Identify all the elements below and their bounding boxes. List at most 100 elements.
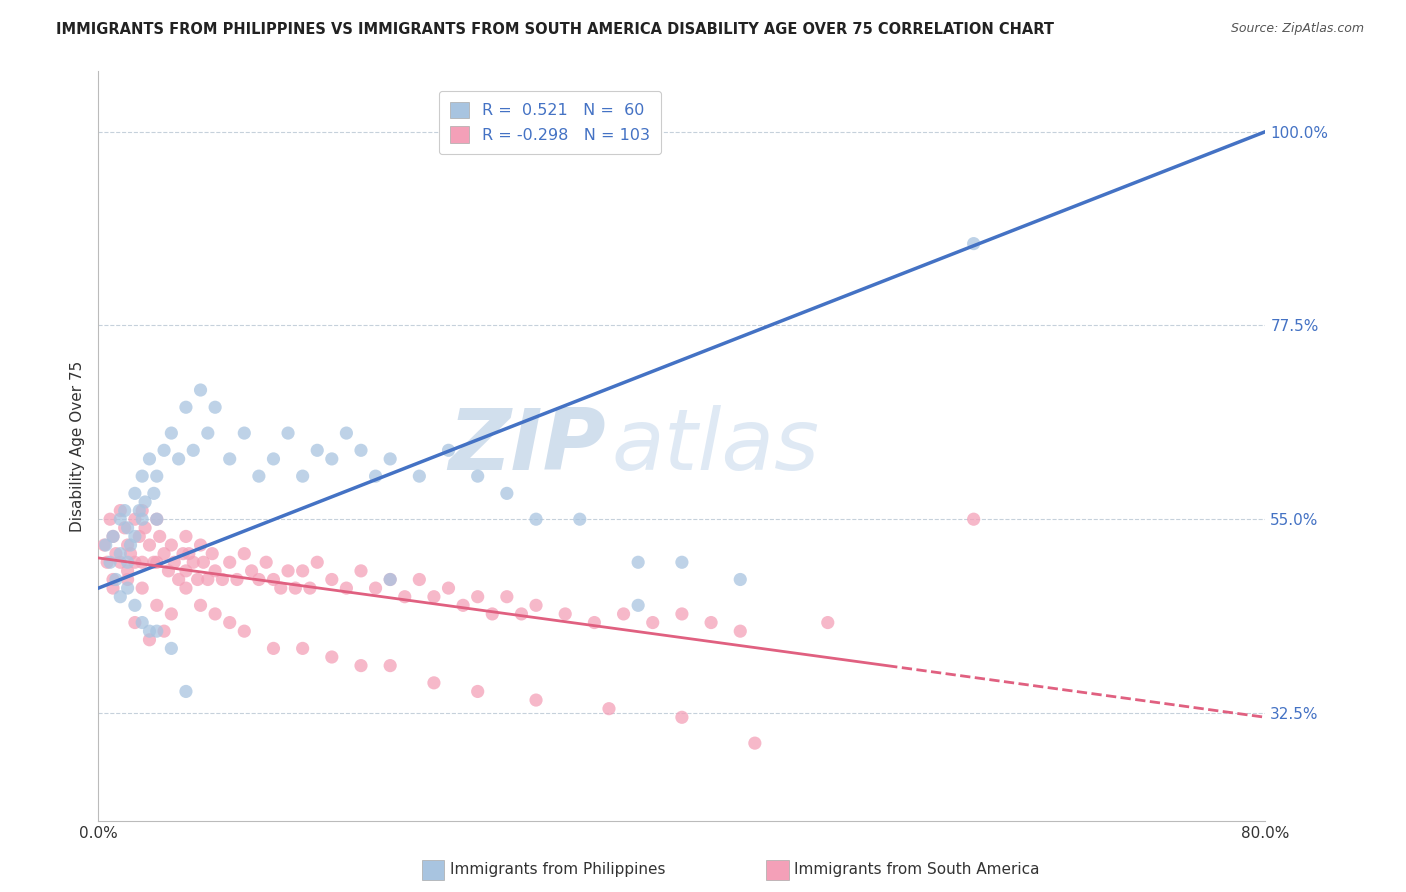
Point (671, 710, 693, 724)
Text: ZIP: ZIP (449, 404, 606, 488)
Point (408, 469, 430, 483)
Point (190, 599, 212, 613)
Point (110, 555, 132, 569)
Point (181, 555, 204, 569)
Point (307, 443, 329, 458)
Point (131, 581, 153, 595)
Point (177, 547, 200, 561)
Point (321, 573, 343, 587)
Point (172, 547, 194, 561)
Point (124, 512, 146, 526)
Text: Source: ZipAtlas.com: Source: ZipAtlas.com (1230, 22, 1364, 36)
Point (394, 590, 416, 604)
Point (149, 529, 172, 543)
Point (380, 573, 402, 587)
Point (481, 607, 503, 621)
Point (138, 632, 160, 647)
Point (98, 555, 121, 569)
Point (583, 615, 606, 630)
Point (598, 701, 620, 715)
Point (110, 503, 132, 517)
Point (350, 658, 373, 673)
Point (201, 547, 224, 561)
Point (124, 615, 146, 630)
Point (104, 573, 127, 587)
Point (568, 512, 591, 526)
Point (467, 684, 489, 698)
Point (700, 615, 723, 630)
Point (612, 607, 634, 621)
Point (110, 547, 132, 561)
Point (211, 573, 233, 587)
Point (117, 564, 139, 578)
Point (146, 555, 169, 569)
Point (163, 555, 186, 569)
Point (335, 581, 357, 595)
Point (93, 538, 115, 552)
Point (131, 555, 153, 569)
Point (167, 573, 190, 587)
Point (128, 503, 150, 517)
Point (131, 615, 153, 630)
Text: Immigrants from South America: Immigrants from South America (794, 863, 1040, 877)
Point (124, 486, 146, 500)
Point (160, 426, 183, 441)
Point (114, 521, 136, 535)
Point (247, 469, 270, 483)
Point (117, 521, 139, 535)
Legend: R =  0.521   N =  60, R = -0.298   N = 103: R = 0.521 N = 60, R = -0.298 N = 103 (439, 91, 661, 154)
Point (146, 512, 169, 526)
Point (627, 599, 650, 613)
Point (96, 555, 118, 569)
Point (94, 538, 117, 552)
Point (153, 547, 176, 561)
Point (104, 547, 127, 561)
Point (117, 538, 139, 552)
Point (117, 573, 139, 587)
Point (270, 581, 292, 595)
Text: atlas: atlas (612, 404, 820, 488)
Point (131, 469, 153, 483)
Point (423, 590, 446, 604)
Point (153, 443, 176, 458)
Point (510, 607, 533, 621)
Point (233, 624, 256, 639)
Point (160, 607, 183, 621)
Point (380, 573, 402, 587)
Point (120, 538, 142, 552)
Point (101, 529, 124, 543)
Point (262, 451, 284, 466)
Point (307, 555, 329, 569)
Point (321, 650, 343, 665)
Point (181, 443, 204, 458)
Point (204, 564, 226, 578)
Point (233, 547, 256, 561)
Point (153, 624, 176, 639)
Point (350, 443, 373, 458)
Point (101, 581, 124, 595)
Point (364, 581, 387, 595)
Point (174, 401, 197, 415)
Point (262, 641, 284, 656)
Point (160, 641, 183, 656)
Point (138, 624, 160, 639)
Point (124, 529, 146, 543)
Point (138, 451, 160, 466)
Point (138, 538, 160, 552)
Y-axis label: Disability Age Over 75: Disability Age Over 75 (69, 360, 84, 532)
Point (744, 736, 766, 750)
Point (117, 555, 139, 569)
Point (254, 555, 277, 569)
Point (524, 599, 547, 613)
Point (142, 555, 165, 569)
Point (408, 573, 430, 587)
Point (284, 581, 307, 595)
Point (174, 581, 197, 595)
Point (962, 236, 984, 251)
Point (467, 469, 489, 483)
Point (146, 599, 169, 613)
Point (730, 573, 752, 587)
Point (134, 521, 156, 535)
Point (641, 615, 664, 630)
Point (277, 426, 299, 441)
